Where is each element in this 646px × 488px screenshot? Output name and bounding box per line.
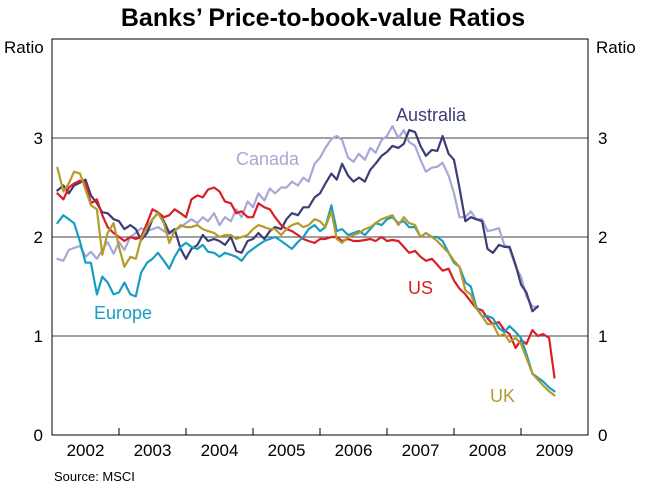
chart-title: Banks’ Price-to-book-value Ratios — [121, 4, 525, 32]
series-label-us: US — [408, 278, 433, 298]
x-tick-label: 2003 — [134, 441, 172, 460]
x-tick-label: 2005 — [268, 441, 306, 460]
series-label-uk: UK — [490, 386, 515, 406]
y-tick-label-right: 0 — [598, 426, 607, 445]
series-line-uk — [56, 166, 556, 397]
source-note: Source: MSCI — [54, 469, 135, 484]
x-tick-label: 2004 — [201, 441, 239, 460]
y-tick-label-left: 3 — [34, 129, 43, 148]
series-label-canada: Canada — [236, 149, 300, 169]
x-tick-label: 2002 — [67, 441, 105, 460]
x-tick-label: 2009 — [536, 441, 574, 460]
series-label-europe: Europe — [94, 303, 152, 323]
y-axis-label-right: Ratio — [596, 38, 636, 57]
y-tick-label-right: 1 — [598, 327, 607, 346]
series-label-australia: Australia — [396, 105, 467, 125]
y-tick-label-left: 0 — [34, 426, 43, 445]
y-axis-label-left: Ratio — [4, 38, 44, 57]
series-lines — [56, 125, 556, 397]
x-tick-label: 2007 — [402, 441, 440, 460]
series-line-us — [56, 179, 556, 379]
series-line-australia — [56, 129, 539, 313]
y-tick-label-right: 2 — [598, 228, 607, 247]
x-tick-label: 2008 — [469, 441, 507, 460]
series-line-europe — [56, 204, 556, 393]
x-tick-label: 2006 — [335, 441, 373, 460]
x-axis-ticks: 2002 2003 2004 2005 2006 2007 2008 2009 — [67, 428, 574, 460]
y-tick-label-left: 2 — [34, 228, 43, 247]
y-tick-label-right: 3 — [598, 129, 607, 148]
y-tick-label-left: 1 — [34, 327, 43, 346]
y-axis-ticks: 0 0 1 1 2 2 3 3 — [34, 129, 608, 445]
